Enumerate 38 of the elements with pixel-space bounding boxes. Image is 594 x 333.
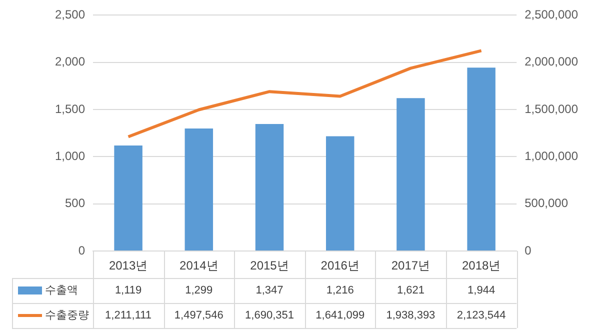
data-label: 1,347 [256,284,284,297]
legend-label: 수출액 [45,284,78,297]
bar [326,136,354,250]
y2-tick-label: 2,000,000 [524,54,578,69]
y-tick-label: 2,000 [54,54,86,69]
y-tick-label: 0 [78,243,86,258]
bar [184,128,214,250]
legend-label: 수출중량 [45,310,89,322]
y2-tick-label: 2,500,000 [524,8,578,22]
data-label: 1,944 [468,284,496,297]
y2-tick-label: 500,000 [524,196,568,210]
bar [396,98,425,250]
data-label: 1,119 [114,284,142,297]
y2-tick-label: 1,000,000 [524,148,578,163]
x-tick-label: 2016년 [320,258,360,273]
data-label: 1,938,393 [386,310,436,322]
data-label: 1,299 [185,284,213,297]
x-tick-label: 2014년 [180,258,218,273]
bar [255,124,284,250]
x-tick-label: 2015년 [250,258,289,273]
data-label: 1,690,351 [245,310,294,322]
y2-tick-label: 0 [524,243,532,258]
data-label: 1,621 [396,284,424,297]
y-tick-label: 1,000 [54,148,86,163]
data-label: 1,216 [326,284,354,297]
data-label: 2,123,544 [456,310,506,322]
data-label: 1,641,099 [316,310,365,322]
y-tick-label: 500 [64,196,86,210]
x-tick-label: 2013년 [108,258,148,273]
x-tick-label: 2017년 [391,258,430,273]
y-tick-label: 2,500 [54,8,86,22]
x-tick-label: 2018년 [462,258,501,273]
data-label: 1,211,111 [105,310,152,322]
data-label: 1,497,546 [174,310,224,322]
bar [467,68,496,250]
y-tick-label: 1,500 [54,102,86,116]
bar [114,145,142,250]
y2-tick-label: 1,500,000 [524,102,578,116]
